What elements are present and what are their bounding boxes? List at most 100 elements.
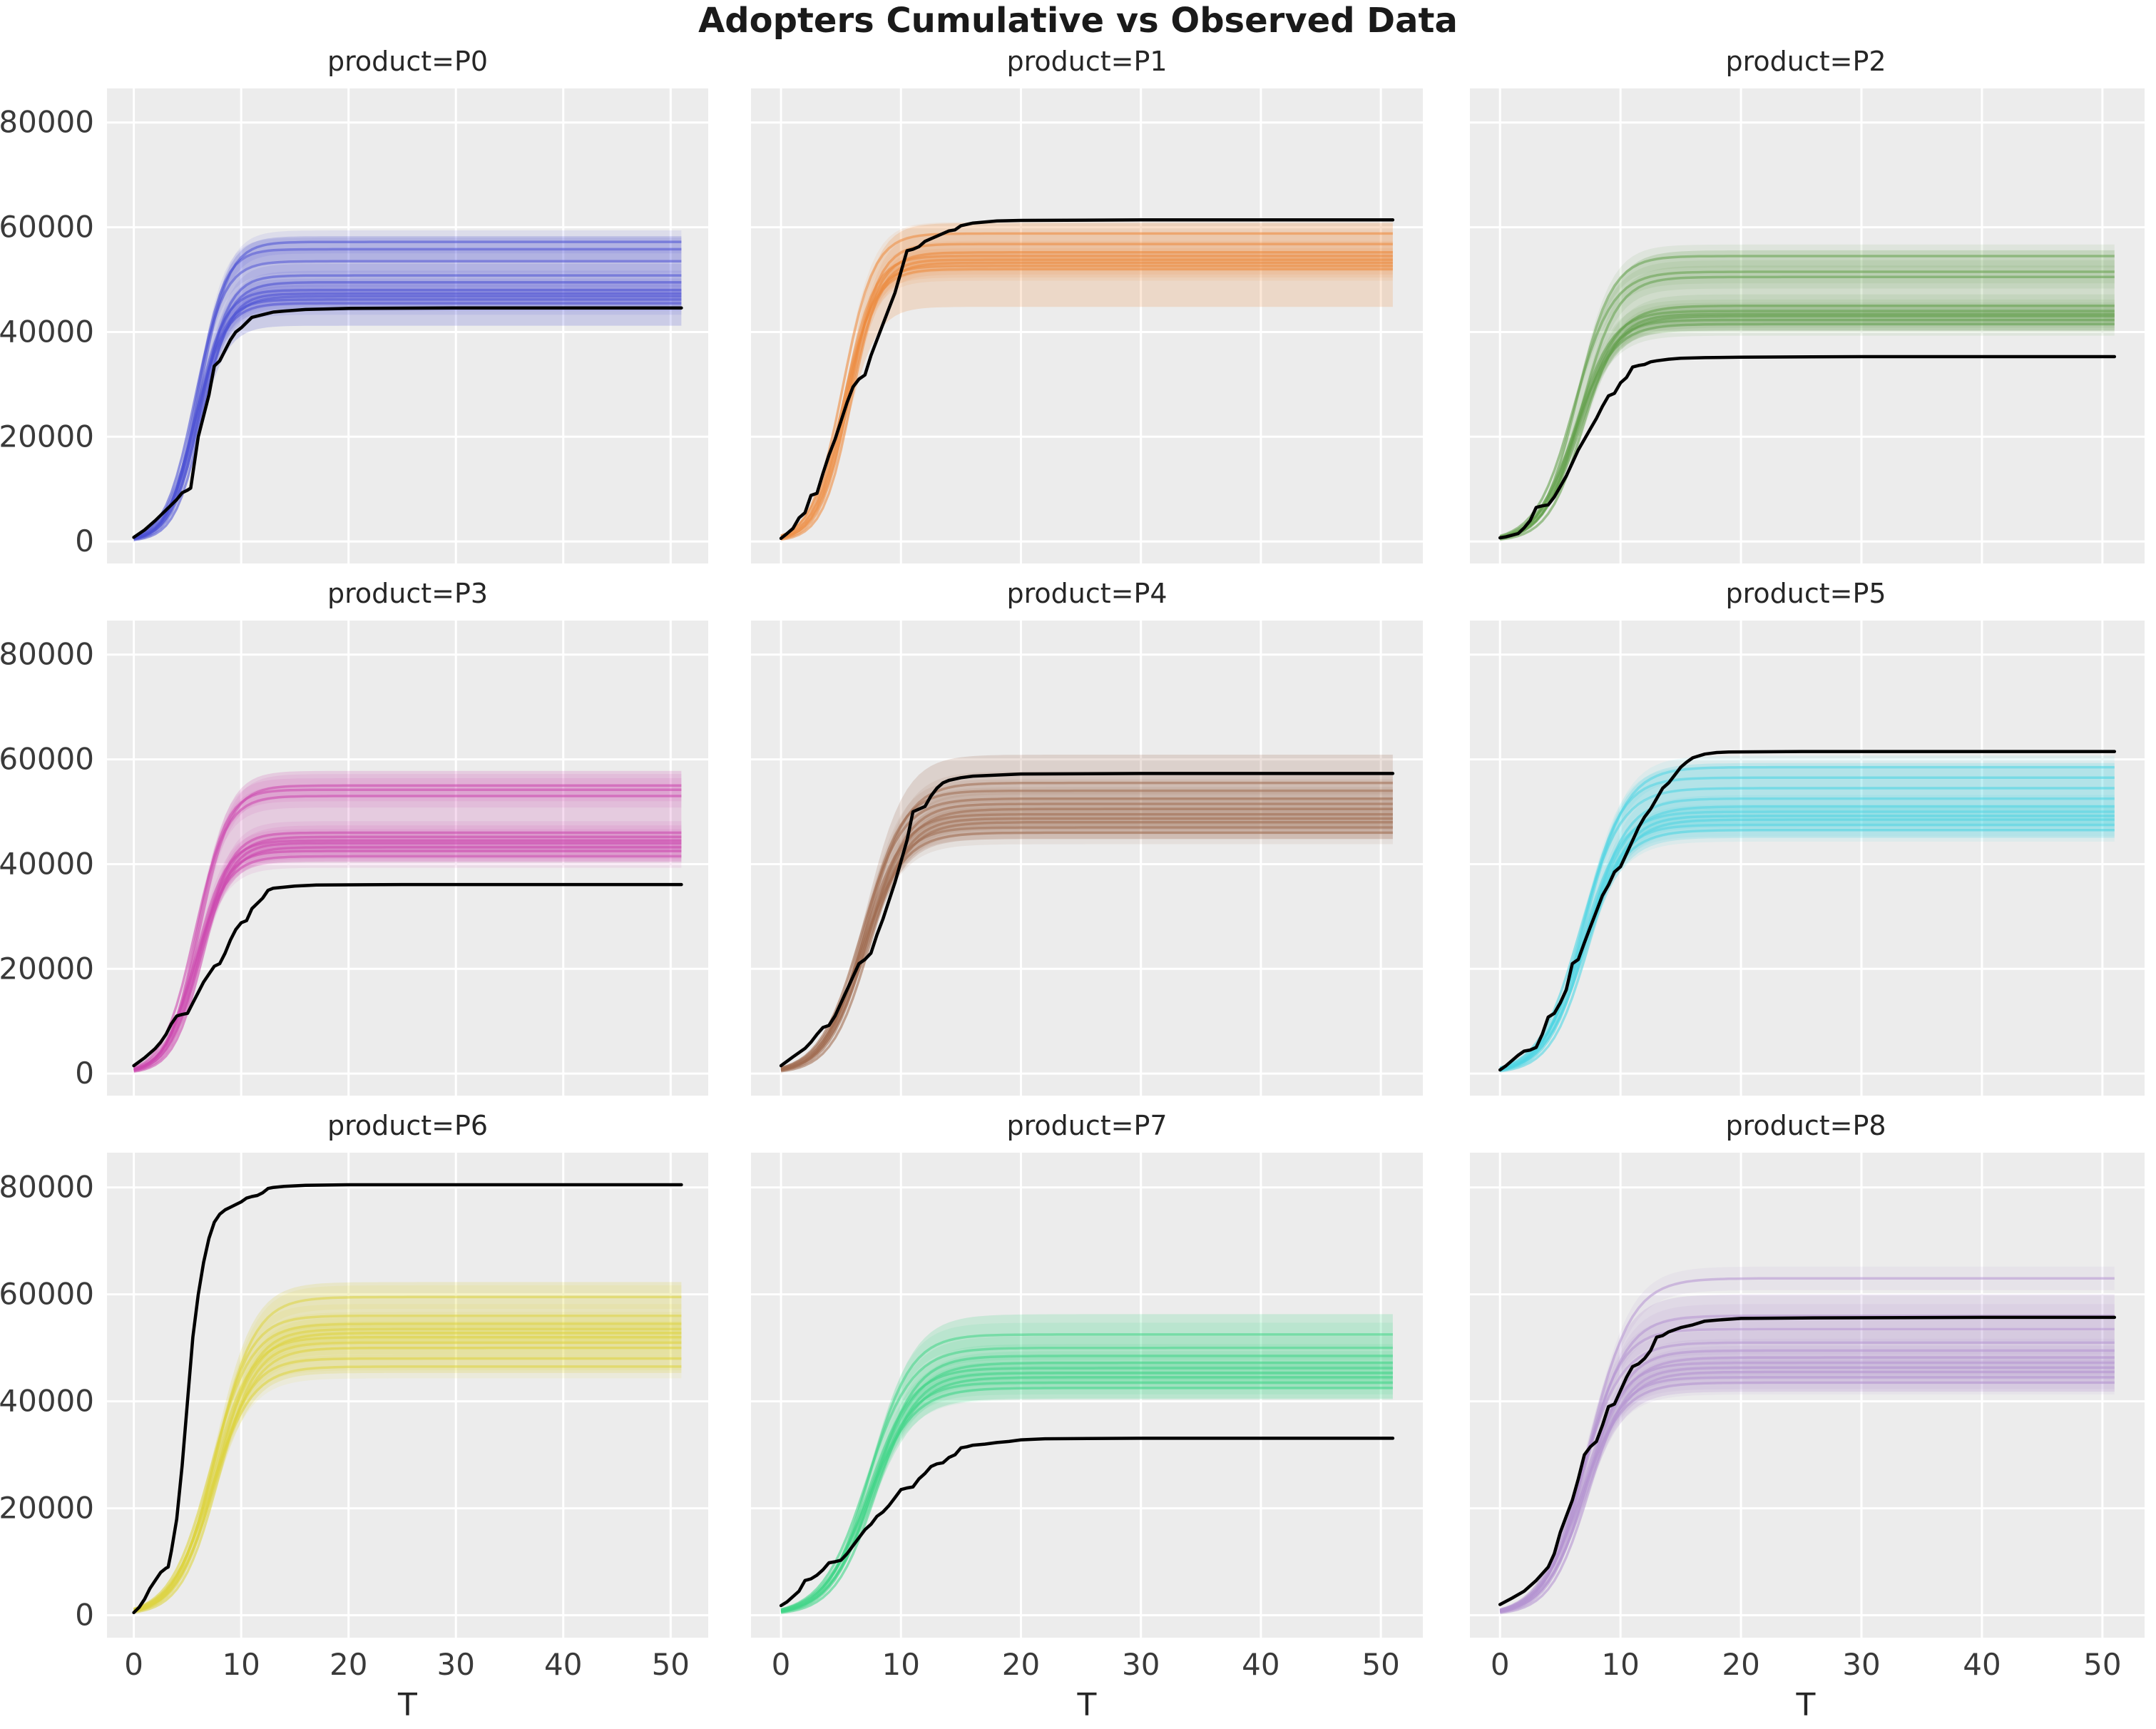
simulated-trajectory-line: [1499, 255, 2115, 540]
x-tick-label: 20: [329, 1647, 367, 1682]
simulated-trajectory-line: [133, 248, 682, 541]
observed-data-line: [1498, 750, 2117, 1072]
y-tick-label: 80000: [0, 105, 94, 140]
simulated-trajectory-line: [1499, 1349, 2115, 1614]
simulated-trajectory-line: [1499, 1341, 2115, 1611]
uncertainty-band: [1500, 763, 2115, 1071]
subplot-title-p2: product=P2: [1725, 46, 1886, 77]
simulated-trajectory-line: [780, 243, 1393, 541]
subplot-p1: product=P1: [718, 41, 1437, 573]
simulated-trajectory-line: [1499, 318, 2115, 540]
subplot-p2: product=P2: [1437, 41, 2156, 573]
simulated-trajectory-line: [1499, 275, 2115, 540]
plot-canvas-p7: 0 10 20 30 40 50: [751, 1153, 1423, 1682]
observed-data-line: [779, 1437, 1395, 1608]
simulated-trajectory-line: [780, 261, 1393, 539]
simulated-trajectory-line: [1499, 1366, 2115, 1615]
simulated-trajectory-line: [780, 781, 1393, 1071]
y-tick-label: 20000: [0, 951, 94, 986]
simulated-trajectory-line: [133, 274, 682, 541]
simulated-trajectory-line: [780, 826, 1393, 1072]
x-tick-label: 30: [1122, 1647, 1160, 1682]
simulated-trajectory-line: [133, 1327, 682, 1613]
uncertainty-band: [1500, 1294, 2115, 1612]
simulated-trajectory-line: [133, 1295, 682, 1612]
y-tick-label: 0: [75, 1056, 94, 1091]
x-axis-label-p6: T: [398, 1687, 417, 1723]
subplot-p5: product=P5: [1437, 573, 2156, 1106]
simulated-trajectory-line: [133, 292, 682, 541]
y-tick-label: 40000: [0, 314, 94, 349]
simulated-trajectory-line: [133, 240, 682, 540]
simulated-trajectory-line: [780, 812, 1393, 1071]
subplot-title-p8: product=P8: [1725, 1110, 1886, 1141]
x-tick-label: 50: [2083, 1647, 2121, 1682]
observed-data-line: [132, 306, 683, 539]
member-band: [1500, 312, 2115, 537]
simulated-trajectory-line: [133, 784, 682, 1071]
simulated-trajectory-line: [133, 831, 682, 1073]
simulated-trajectory-line: [1499, 765, 2115, 1071]
subplot-title-p4: product=P4: [1006, 578, 1168, 609]
subplot-title-p5: product=P5: [1725, 578, 1886, 609]
simulated-trajectory-line: [780, 789, 1393, 1071]
simulated-trajectory-line: [133, 788, 682, 1071]
plot-canvas-p2: [1470, 88, 2145, 563]
plot-canvas-p6: 0 20000 40000 60000 80000 0 10 20 30 40 50: [0, 1153, 708, 1682]
simulated-trajectory-line: [780, 1372, 1393, 1614]
observed-data-line: [779, 772, 1395, 1068]
simulated-trajectory-line: [780, 1346, 1393, 1611]
axes-background: [107, 88, 708, 563]
axes-background: [1470, 621, 2145, 1096]
plot-canvas-p4: [751, 621, 1423, 1096]
y-tick-label: 80000: [0, 1170, 94, 1205]
simulated-trajectory-line: [780, 258, 1393, 541]
y-tick-label: 80000: [0, 637, 94, 672]
axes-background: [107, 1153, 708, 1638]
y-tick-label: 0: [75, 1598, 94, 1633]
simulated-trajectory-line: [780, 802, 1393, 1072]
x-tick-label: 40: [1963, 1647, 2001, 1682]
uncertainty-band: [781, 223, 1393, 539]
simulated-trajectory-line: [133, 298, 682, 541]
simulated-trajectory-line: [780, 255, 1393, 539]
x-tick-label: 0: [1491, 1647, 1510, 1682]
x-axis-label-p7: T: [1077, 1687, 1097, 1723]
member-band: [781, 1376, 1393, 1611]
x-tick-label: 50: [652, 1647, 690, 1682]
subplot-p8: product=P8 0 10 20 30 40 50 T: [1437, 1106, 2156, 1729]
y-tick-label: 20000: [0, 419, 94, 454]
y-tick-label: 20000: [0, 1491, 94, 1526]
simulated-trajectory-line: [1499, 270, 2115, 538]
subplot-p4: product=P4: [718, 573, 1437, 1106]
simulated-trajectory-line: [1499, 304, 2115, 539]
plot-canvas-p5: [1470, 621, 2145, 1096]
y-tick-label: 60000: [0, 210, 94, 245]
x-tick-label: 40: [1242, 1647, 1279, 1682]
simulated-trajectory-line: [133, 280, 682, 539]
y-tick-label: 60000: [0, 742, 94, 777]
x-tick-label: 40: [544, 1647, 582, 1682]
simulated-trajectory-line: [1499, 1376, 2115, 1613]
y-tick-label: 60000: [0, 1277, 94, 1312]
subplot-p0: product=P0 0 20000 40000 60000 80000: [0, 41, 718, 573]
simulated-trajectory-line: [1499, 312, 2115, 541]
subplot-p3: product=P3 0 20000 40000 60000 80000: [0, 573, 718, 1106]
axes-background: [1470, 88, 2145, 563]
y-tick-label: 40000: [0, 846, 94, 881]
x-tick-label: 10: [882, 1647, 920, 1682]
observed-data-line: [132, 1183, 683, 1615]
axes-background: [751, 1153, 1423, 1638]
simulated-trajectory-line: [133, 1335, 682, 1612]
observed-data-line: [779, 218, 1395, 541]
simulated-trajectory-line: [780, 1333, 1393, 1613]
observed-data-line: [1498, 1315, 2117, 1606]
member-band: [133, 845, 682, 1069]
subplot-title-p1: product=P1: [1006, 46, 1168, 77]
x-tick-label: 10: [1601, 1647, 1639, 1682]
x-tick-label: 50: [1361, 1647, 1399, 1682]
subplot-title-p7: product=P7: [1006, 1110, 1168, 1141]
x-tick-label: 30: [437, 1647, 475, 1682]
x-tick-label: 0: [124, 1647, 143, 1682]
plot-canvas-p1: [751, 88, 1423, 563]
